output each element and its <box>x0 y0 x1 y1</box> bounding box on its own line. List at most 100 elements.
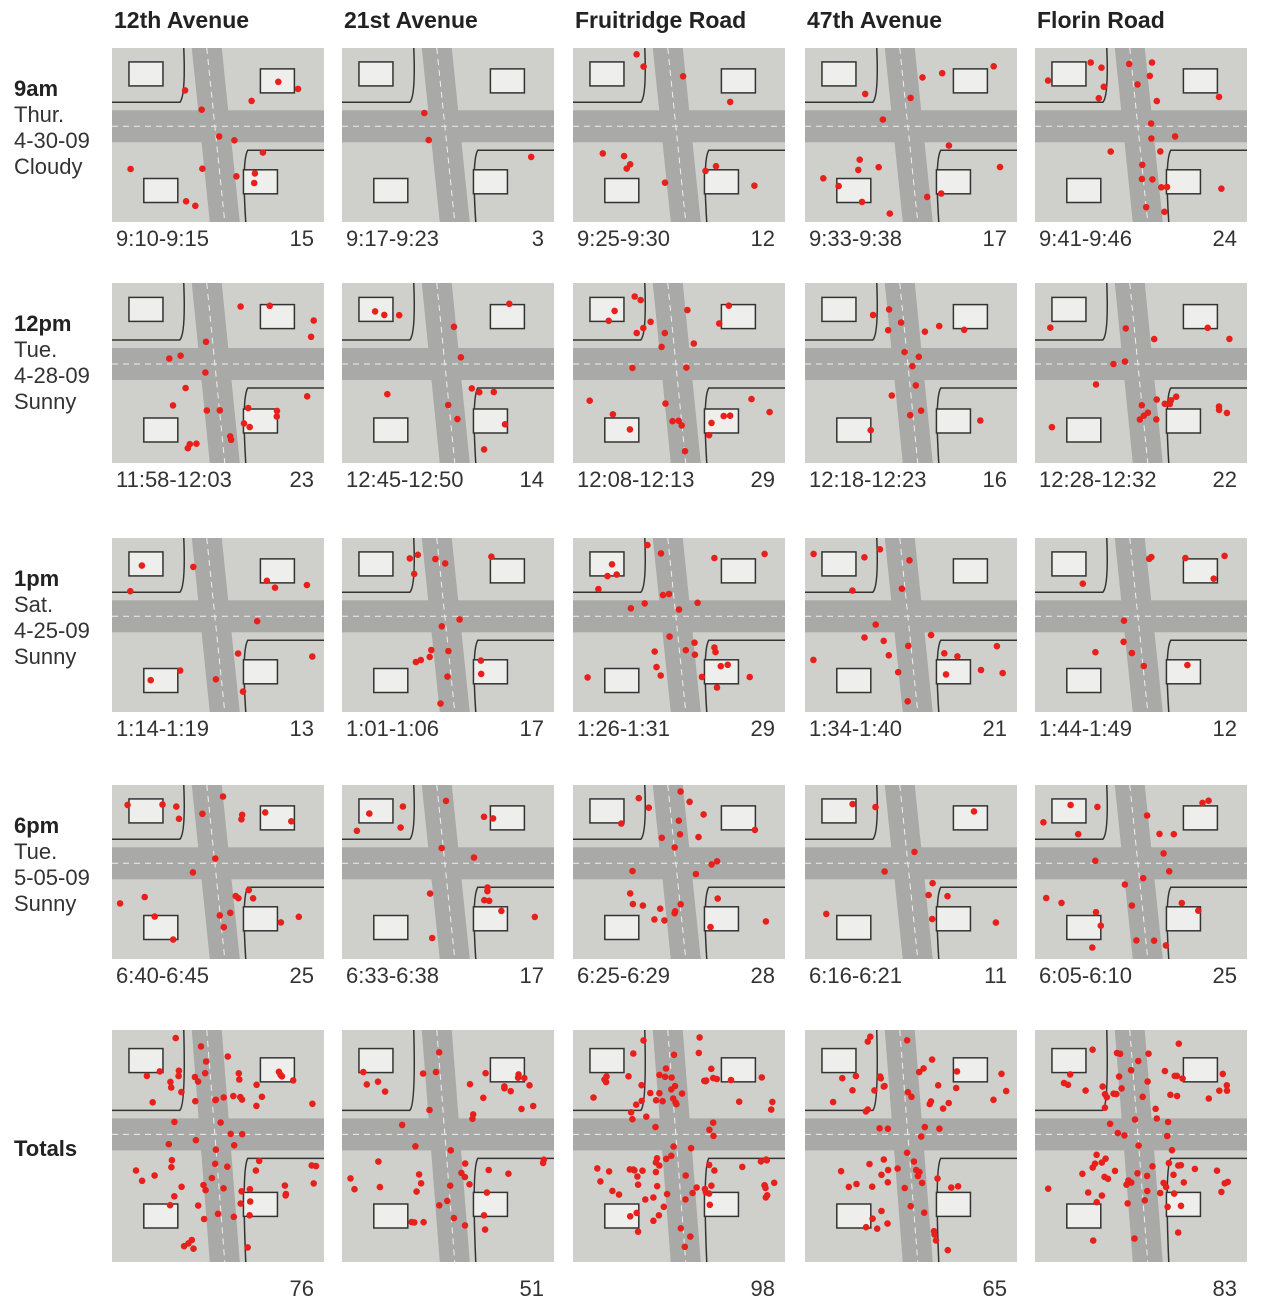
dot <box>295 913 303 921</box>
dot <box>605 317 612 325</box>
dot <box>677 901 684 908</box>
dot <box>653 1182 661 1190</box>
dot <box>310 1180 318 1187</box>
dot <box>438 844 446 852</box>
dot <box>412 1143 419 1150</box>
dot <box>1097 922 1105 929</box>
lane-line <box>667 282 687 464</box>
count: 25 <box>1213 963 1237 988</box>
dot <box>611 307 618 315</box>
dot <box>395 311 403 319</box>
map-tile <box>573 47 785 223</box>
building <box>1182 1057 1219 1083</box>
dot <box>437 700 444 707</box>
dot <box>909 362 916 370</box>
dot <box>604 572 611 580</box>
dot <box>1128 1179 1135 1186</box>
dot <box>856 156 863 163</box>
count: 22 <box>1213 467 1237 492</box>
dot <box>657 550 665 557</box>
dot <box>706 1126 713 1134</box>
dot <box>288 818 295 825</box>
lane-line <box>436 537 456 713</box>
dot <box>371 308 379 315</box>
observation-dots <box>1079 552 1228 670</box>
time-range: 1:34-1:40 <box>809 716 902 741</box>
dot <box>631 1167 638 1174</box>
dot <box>650 1194 657 1201</box>
dot <box>238 1130 246 1138</box>
dot <box>652 1168 660 1176</box>
totals-label: Totals <box>14 1136 77 1161</box>
dot <box>261 809 269 816</box>
dot <box>1205 1095 1213 1102</box>
dot <box>426 653 434 661</box>
dot <box>1216 1087 1223 1094</box>
dot <box>482 1069 489 1077</box>
curb <box>1035 537 1109 594</box>
count: 12 <box>751 226 775 251</box>
dot <box>757 1158 765 1165</box>
dot <box>906 557 913 564</box>
dot <box>514 1074 522 1081</box>
dot <box>224 1053 232 1060</box>
dot <box>1138 175 1146 183</box>
curb <box>573 47 647 104</box>
dot <box>347 1175 354 1182</box>
dot <box>880 1156 888 1163</box>
dot <box>1213 1167 1221 1174</box>
dot <box>419 1070 427 1077</box>
dot <box>507 1087 514 1095</box>
row-label-date: 4-28-09 <box>14 363 90 388</box>
dot <box>633 51 640 58</box>
map-tile <box>805 282 1017 464</box>
time-range: 9:33-9:38 <box>809 226 902 251</box>
dot <box>661 179 669 186</box>
dot <box>638 1081 645 1089</box>
lane-line <box>667 1029 687 1263</box>
dot <box>426 890 434 897</box>
dot <box>484 887 491 895</box>
count: 3 <box>532 226 544 251</box>
map-tile <box>573 784 785 960</box>
dot <box>197 1043 205 1050</box>
dot <box>864 1038 872 1045</box>
time-range: 12:18-12:23 <box>809 467 926 492</box>
dot <box>869 311 877 319</box>
dot <box>1163 183 1171 191</box>
dot <box>634 1173 641 1180</box>
count: 11 <box>984 963 1007 988</box>
dot <box>469 1115 476 1123</box>
dot <box>1223 409 1231 417</box>
dot <box>679 73 687 80</box>
dot <box>615 1191 623 1198</box>
dot <box>468 385 476 392</box>
dot <box>653 1155 661 1162</box>
lane-line <box>1129 537 1149 713</box>
dot <box>998 1070 1005 1078</box>
lane-line <box>899 282 919 464</box>
dot <box>506 300 513 308</box>
building <box>821 296 857 323</box>
dot <box>212 855 219 862</box>
dot <box>1158 184 1165 191</box>
building <box>489 68 526 94</box>
dot <box>687 1144 695 1152</box>
dot <box>181 87 189 94</box>
dot <box>1175 1162 1182 1169</box>
count: 24 <box>1213 226 1237 251</box>
dot <box>483 1189 491 1196</box>
curb <box>112 537 186 594</box>
dot <box>894 1165 901 1172</box>
lane-line <box>1129 282 1149 464</box>
dot <box>661 917 668 924</box>
dot <box>669 1095 677 1102</box>
dot <box>626 161 634 168</box>
dot <box>906 411 914 419</box>
dot <box>168 1156 176 1164</box>
dot <box>884 326 892 334</box>
time-range: 1:26-1:31 <box>577 716 670 741</box>
dot <box>944 1246 952 1254</box>
dot <box>640 1037 647 1044</box>
observation-dots <box>116 793 303 943</box>
